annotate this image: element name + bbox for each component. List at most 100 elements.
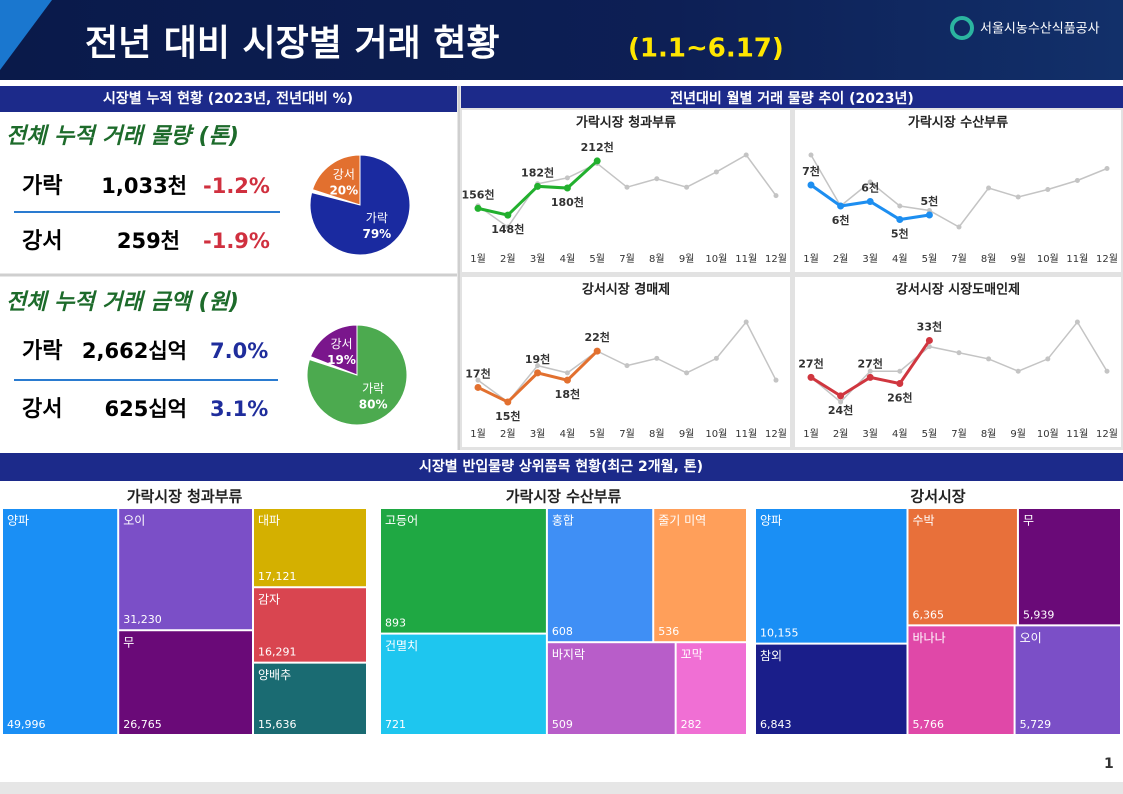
chart-title: 가락시장 수산부류 [908,115,1008,131]
data-label: 18천 [555,387,580,401]
x-tick-label: 1월 [470,253,486,265]
cell-label: 양배추 [258,668,291,682]
section-header [461,86,1123,112]
cell-label: 고등어 [385,514,418,528]
line-marker [925,336,933,344]
line-marker [837,202,845,210]
x-tick-label: 5월 [922,428,938,440]
x-tick-label: 3월 [530,253,546,265]
cell-value: 608 [552,625,573,638]
page-number: 1 [1104,756,1114,772]
slice-label: 가락 [362,382,384,396]
line-marker [897,368,903,374]
line-marker [866,198,874,205]
x-tick-label: 9월 [1010,428,1026,440]
cell-value: 17,121 [258,570,297,583]
data-label: 7천 [802,164,820,178]
section-header [0,86,457,112]
kpi-market: 강서 [22,229,62,254]
x-tick-label: 7월 [951,253,967,265]
line-marker [684,370,690,376]
treemap-cell [908,509,1017,625]
x-tick-label: 2월 [500,428,516,440]
data-label: 19천 [525,352,550,366]
cell-label: 꼬막 [681,648,703,662]
data-label: 156천 [461,187,494,201]
data-label: 17천 [465,366,490,380]
cell-value: 49,996 [7,718,46,731]
kpi-value: 2,662십억 [82,339,187,363]
treemap-cell [253,588,366,662]
data-label: 212천 [581,140,614,154]
treemap-cell [381,509,546,633]
data-label: 148천 [491,222,524,236]
treemap-cell [756,509,907,643]
chart-title: 가락시장 청과부류 [576,115,676,131]
header-bar [0,0,1123,80]
line-marker [956,350,962,356]
line-marker [743,319,749,325]
page-subtitle: (1.1~6.17) [628,34,784,64]
org-logo [950,16,974,40]
cell-value: 536 [658,625,679,638]
line-marker [593,157,601,165]
line-marker [713,169,719,175]
line-marker [1104,368,1110,374]
line-marker [624,363,630,369]
slice-label: 강서 [330,337,352,351]
line-marker [896,380,904,388]
line-marker [807,373,815,381]
x-tick-label: 8월 [649,428,665,440]
slice-value: 19% [327,353,356,367]
data-label: 33천 [917,319,942,333]
data-label: 182천 [521,165,554,179]
data-label: 27천 [798,356,823,370]
kpi-title: 전체 누적 거래 금액 (원) [6,290,239,315]
x-tick-label: 12월 [765,253,787,265]
chart-title: 가락시장 청과부류 [127,488,243,506]
x-tick-label: 4월 [560,428,576,440]
line-marker [837,392,845,400]
treemap-cell [1018,509,1120,625]
line-marker [1015,368,1021,374]
cell-value: 26,765 [123,718,162,731]
chart-title: 가락시장 수산부류 [506,488,622,506]
line-marker [867,179,873,185]
chart-title: 강서시장 경매제 [582,282,670,298]
line-marker [867,368,873,374]
x-tick-label: 5월 [589,428,605,440]
slice-value: 79% [362,227,391,241]
line-marker [1045,356,1051,362]
x-tick-label: 12월 [765,428,787,440]
cell-label: 무 [1023,514,1034,528]
pie-slice [311,154,361,206]
line-marker [624,184,630,190]
line-marker [1104,166,1110,171]
page-title: 전년 대비 시장별 거래 현황 [85,23,499,64]
cell-value: 5,766 [912,718,944,731]
treemap-cell [253,509,366,587]
line-marker [807,181,815,189]
line-marker [1045,187,1051,192]
line-marker [563,376,571,384]
line-marker [535,363,541,369]
x-tick-label: 2월 [833,253,849,265]
line-marker [475,377,481,383]
section-title: 시장별 누적 현황 (2023년, 전년대비 %) [103,90,353,107]
data-label: 26천 [887,391,912,405]
treemap-cell [1015,626,1120,734]
cell-value: 282 [681,718,702,731]
slice-value: 20% [329,183,358,197]
data-label: 22천 [584,330,609,344]
line-marker [564,175,570,181]
chart-panel [462,110,790,272]
x-tick-label: 9월 [679,428,695,440]
x-tick-label: 7월 [619,253,635,265]
chart-title: 강서시장 시장도매인제 [896,282,1020,298]
x-tick-label: 3월 [862,428,878,440]
header-accent [0,0,52,70]
x-tick-label: 5월 [922,253,938,265]
x-tick-label: 9월 [1010,253,1026,265]
treemap-cell [119,509,252,630]
cell-label: 양파 [760,514,782,528]
